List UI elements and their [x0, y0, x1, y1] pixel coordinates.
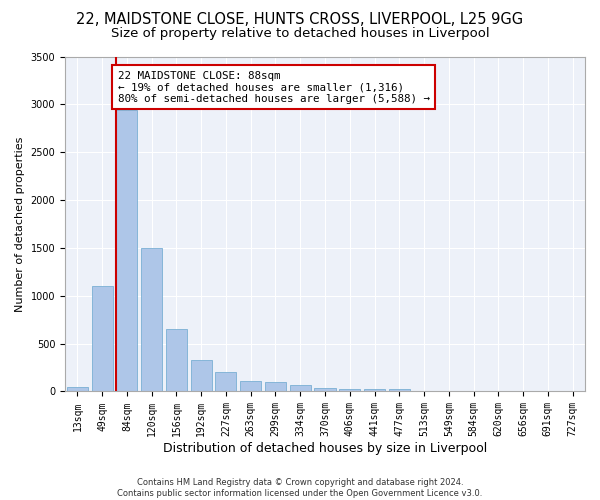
- Text: 22 MAIDSTONE CLOSE: 88sqm
← 19% of detached houses are smaller (1,316)
80% of se: 22 MAIDSTONE CLOSE: 88sqm ← 19% of detac…: [118, 71, 430, 104]
- Bar: [240, 382, 261, 392]
- Text: Size of property relative to detached houses in Liverpool: Size of property relative to detached ho…: [110, 28, 490, 40]
- Bar: [215, 372, 236, 392]
- Bar: [191, 360, 212, 392]
- Bar: [166, 330, 187, 392]
- Bar: [67, 386, 88, 392]
- Bar: [141, 248, 162, 392]
- Bar: [265, 382, 286, 392]
- Y-axis label: Number of detached properties: Number of detached properties: [15, 136, 25, 312]
- Bar: [314, 388, 335, 392]
- Text: 22, MAIDSTONE CLOSE, HUNTS CROSS, LIVERPOOL, L25 9GG: 22, MAIDSTONE CLOSE, HUNTS CROSS, LIVERP…: [76, 12, 524, 28]
- Bar: [364, 389, 385, 392]
- Bar: [389, 388, 410, 392]
- X-axis label: Distribution of detached houses by size in Liverpool: Distribution of detached houses by size …: [163, 442, 487, 455]
- Text: Contains HM Land Registry data © Crown copyright and database right 2024.
Contai: Contains HM Land Registry data © Crown c…: [118, 478, 482, 498]
- Bar: [290, 385, 311, 392]
- Bar: [92, 286, 113, 392]
- Bar: [339, 388, 360, 392]
- Bar: [116, 110, 137, 392]
